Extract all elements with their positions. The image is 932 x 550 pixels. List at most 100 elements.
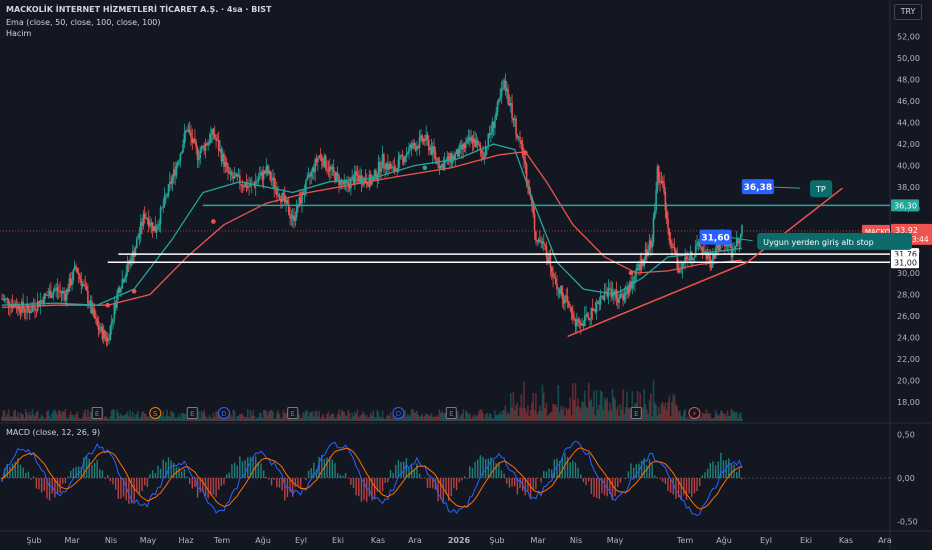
candle: [96, 318, 98, 326]
macd-histogram-bar: [646, 465, 648, 478]
volume-bar: [244, 416, 246, 421]
volume-bar: [720, 410, 722, 421]
candle: [540, 241, 542, 244]
price-tick-label: 42,00: [897, 140, 920, 149]
volume-bar: [138, 418, 141, 421]
volume-indicator-label[interactable]: Hacim: [6, 29, 32, 38]
macd-histogram-bar: [685, 478, 688, 501]
candle: [546, 257, 549, 262]
currency-button[interactable]: TRY: [894, 4, 922, 20]
volume-bar: [128, 416, 130, 421]
volume-bar: [408, 416, 410, 421]
macd-histogram-bar: [651, 463, 653, 478]
candle: [206, 143, 208, 146]
candle: [180, 152, 183, 154]
time-tick-label: 2026: [448, 536, 471, 545]
macd-histogram-bar: [244, 459, 246, 478]
macd-histogram-bar: [659, 478, 661, 480]
candle: [672, 247, 675, 248]
volume-bar: [372, 410, 375, 421]
volume-bar: [240, 414, 242, 421]
price-level-tag: [891, 199, 919, 212]
candle: [548, 253, 550, 262]
volume-bar: [566, 409, 569, 421]
macd-histogram-bar: [553, 459, 556, 478]
ema-indicator-label[interactable]: Ema (close, 50, close, 100, close, 100): [6, 18, 161, 27]
candle: [262, 170, 265, 180]
volume-bar: [653, 402, 656, 421]
macd-indicator-label[interactable]: MACD (close, 12, 26, 9): [6, 428, 101, 437]
candle: [217, 140, 220, 151]
volume-bar: [239, 414, 241, 421]
volume-bar: [417, 414, 420, 421]
macd-histogram-bar: [413, 468, 415, 478]
support-trendline: [567, 187, 843, 338]
volume-bar: [163, 417, 166, 421]
volume-bar: [528, 415, 531, 421]
candle: [354, 171, 356, 185]
volume-bar: [606, 397, 609, 421]
macd-histogram-bar: [376, 478, 378, 492]
volume-bar: [178, 414, 180, 421]
volume-bar: [186, 417, 188, 421]
candle: [430, 147, 433, 155]
candle: [77, 273, 80, 275]
candle: [145, 217, 147, 219]
candle: [677, 267, 680, 273]
candle: [449, 152, 451, 162]
candle: [216, 140, 219, 142]
candle: [7, 298, 10, 306]
volume-bar: [685, 418, 688, 421]
volume-bar: [52, 409, 55, 421]
macd-histogram-bar: [426, 478, 429, 488]
candle: [698, 241, 701, 247]
volume-bar: [601, 391, 603, 421]
volume-bar: [207, 418, 209, 421]
candle: [27, 304, 30, 310]
volume-bar: [254, 418, 257, 421]
candle: [215, 137, 217, 141]
volume-bar: [589, 400, 591, 421]
macd-histogram-bar: [519, 478, 521, 489]
candle: [396, 168, 398, 172]
volume-bar: [104, 415, 106, 421]
candle: [157, 225, 159, 230]
candle: [593, 309, 595, 311]
volume-bar: [738, 413, 741, 421]
price-level-tag-text: 31,00: [894, 258, 917, 267]
macd-histogram-bar: [104, 478, 106, 479]
volume-bar: [270, 409, 273, 421]
candle: [610, 289, 612, 297]
macd-histogram-bar: [72, 468, 75, 478]
macd-histogram-bar: [138, 478, 141, 494]
candle: [594, 309, 597, 313]
candle: [705, 251, 708, 259]
macd-histogram-bar: [577, 467, 579, 478]
macd-histogram-bar: [458, 478, 460, 483]
candle: [394, 168, 397, 172]
candle: [389, 164, 392, 169]
volume-bar: [508, 413, 511, 421]
candle: [324, 155, 327, 169]
chart-title: MACKOLİK İNTERNET HİZMETLERİ TİCARET A.Ş…: [6, 5, 272, 14]
macd-histogram-bar: [706, 468, 709, 478]
candle: [134, 248, 137, 257]
volume-bar: [561, 409, 564, 421]
candle: [67, 289, 69, 292]
candle: [81, 283, 84, 286]
candle: [319, 155, 322, 156]
event-marker-label: E: [449, 410, 453, 418]
price-callout-text: 31,60: [701, 234, 729, 244]
candle: [397, 159, 400, 172]
volume-bar: [594, 415, 597, 421]
volume-bar: [355, 413, 357, 421]
volume-bar: [299, 418, 302, 421]
ema-cross-dot: [105, 302, 111, 308]
macd-histogram-bar: [503, 473, 505, 478]
macd-histogram-bar: [191, 478, 193, 489]
volume-bar: [282, 409, 285, 421]
candle: [383, 154, 385, 166]
volume-bar: [56, 414, 59, 421]
ema-cross-dot: [422, 165, 428, 171]
